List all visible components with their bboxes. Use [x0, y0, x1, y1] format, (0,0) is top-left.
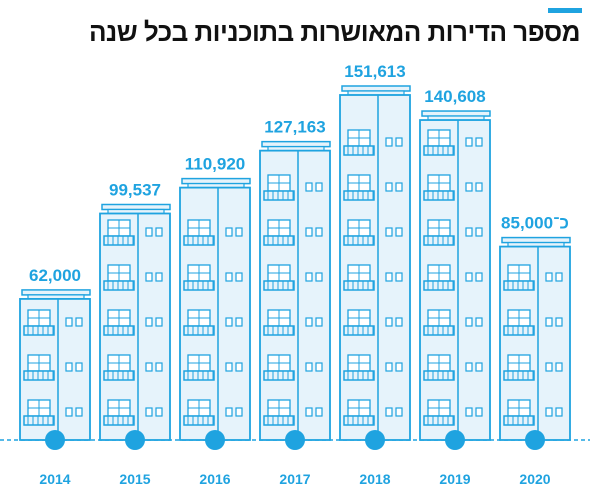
- bar-base-marker: [525, 430, 545, 450]
- bar-base-marker: [365, 430, 385, 450]
- data-label: 127,163: [264, 118, 325, 137]
- bar-building-2015: [99, 203, 171, 441]
- data-label: 140,608: [424, 87, 485, 106]
- x-tick-label: 2019: [439, 471, 470, 487]
- data-label: 62,000: [29, 266, 81, 285]
- building-roof: [261, 140, 331, 148]
- building-roof: [101, 203, 171, 211]
- building-roof: [341, 85, 411, 92]
- data-label: כ־85,000: [501, 214, 569, 233]
- chart-title: מספר הדירות המאושרות בתוכניות בכל שנה: [88, 17, 581, 47]
- bar-base-marker: [205, 430, 225, 450]
- x-tick-label: 2016: [199, 471, 230, 487]
- bar-base-marker: [285, 430, 305, 450]
- x-tick-label: 2014: [39, 471, 70, 487]
- bar-base-marker: [45, 430, 65, 450]
- x-tick-label: 2017: [279, 471, 310, 487]
- data-label: 110,920: [185, 155, 246, 174]
- title-accent-bar: [548, 8, 582, 13]
- data-label: 151,613: [344, 62, 405, 81]
- bar-building-2020: [499, 236, 571, 441]
- bar-building-2014: [19, 289, 91, 441]
- bar-building-2018: [339, 85, 411, 441]
- x-tick-label: 2020: [519, 471, 550, 487]
- bar-building-2019: [419, 110, 491, 441]
- bar-building-2016: [179, 177, 251, 441]
- data-label: 99,537: [109, 181, 161, 200]
- x-tick-label: 2018: [359, 471, 390, 487]
- bar-base-marker: [125, 430, 145, 450]
- building-roof: [421, 110, 491, 117]
- building-roof: [21, 289, 91, 296]
- bar-base-marker: [445, 430, 465, 450]
- building-roof: [181, 177, 251, 185]
- bar-building-2017: [259, 140, 331, 441]
- x-tick-label: 2015: [119, 471, 150, 487]
- building-roof: [501, 236, 571, 244]
